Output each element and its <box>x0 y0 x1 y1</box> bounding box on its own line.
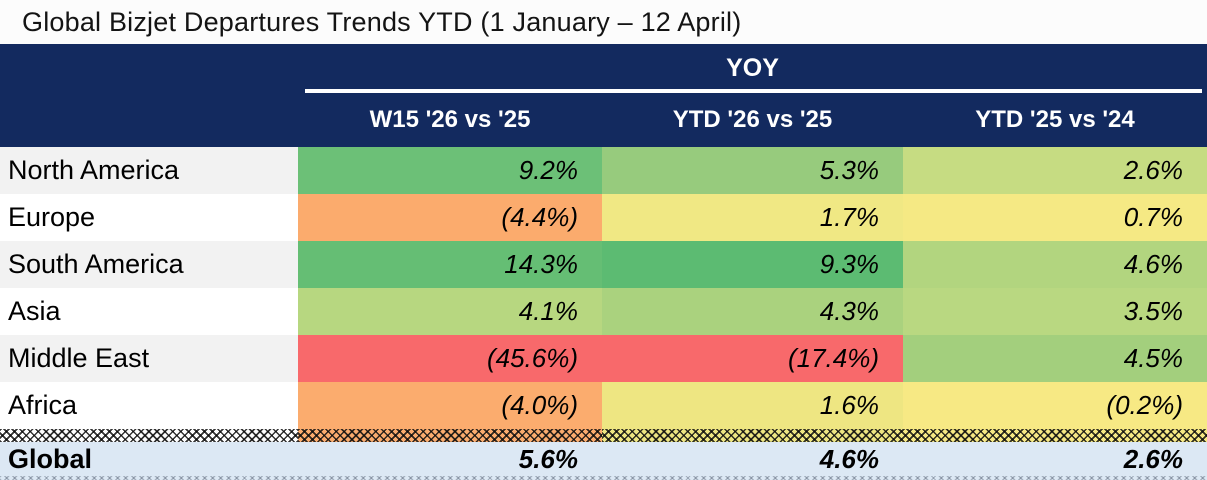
value-cell-w15: (45.6%) <box>298 335 602 382</box>
total-value-w15: 5.6% <box>518 443 578 474</box>
total-value-ytd25: 2.6% <box>1123 443 1183 474</box>
group-header-yoy: YOY <box>726 53 779 82</box>
value-cell-ytd25: 4.5% <box>903 335 1207 382</box>
title-bar: Global Bizjet Departures Trends YTD (1 J… <box>0 0 1207 44</box>
table-row-south-america: South America 14.3% 9.3% 4.6% <box>0 241 1207 288</box>
value-cell-ytd25: 0.7% <box>903 194 1207 241</box>
column-header-spacer <box>0 93 298 147</box>
value-cell-w15: 14.3% <box>298 241 602 288</box>
value-cell-ytd26: (17.4%) <box>602 335 903 382</box>
table-row-middle-east: Middle East (45.6%) (17.4%) 4.5% <box>0 335 1207 382</box>
value-cell-ytd26: 5.3% <box>602 147 903 194</box>
value-cell-w15: 9.2% <box>298 147 602 194</box>
value-cell-ytd25: 4.6% <box>903 241 1207 288</box>
column-header-w15-26-vs-25: W15 '26 vs '25 <box>369 106 531 133</box>
value-cell-w15: 4.1% <box>298 288 602 335</box>
value-cell-ytd25: 3.5% <box>903 288 1207 335</box>
value-cell-ytd26: 1.6% <box>602 382 903 429</box>
hatched-border-segment <box>0 429 298 442</box>
region-label: Europe <box>0 194 298 241</box>
value-cell-ytd25: 2.6% <box>903 147 1207 194</box>
value-cell-ytd26: 1.7% <box>602 194 903 241</box>
hatched-bottom-border <box>0 476 1207 480</box>
column-header-row: W15 '26 vs '25 YTD '26 vs '25 YTD '25 vs… <box>0 93 1207 147</box>
value-cell-ytd26: 4.3% <box>602 288 903 335</box>
value-cell-ytd26: 9.3% <box>602 241 903 288</box>
page-title: Global Bizjet Departures Trends YTD (1 J… <box>22 6 742 37</box>
table-header: YOY W15 '26 vs '25 YTD '26 vs '25 YTD '2… <box>0 44 1207 147</box>
region-label: South America <box>0 241 298 288</box>
region-label: North America <box>0 147 298 194</box>
yoy-underline <box>305 89 1202 93</box>
region-label: Asia <box>0 288 298 335</box>
table-row-asia: Asia 4.1% 4.3% 3.5% <box>0 288 1207 335</box>
table-row-africa: Africa (4.0%) 1.6% (0.2%) <box>0 382 1207 429</box>
value-cell-w15: (4.0%) <box>298 382 602 429</box>
value-cell-w15: (4.4%) <box>298 194 602 241</box>
region-label: Africa <box>0 382 298 429</box>
column-header-ytd-25-vs-24: YTD '25 vs '24 <box>975 106 1135 133</box>
hatched-border-segment <box>903 429 1207 442</box>
total-value-ytd26: 4.6% <box>819 443 879 474</box>
table-row-europe: Europe (4.4%) 1.7% 0.7% <box>0 194 1207 241</box>
region-label-global: Global <box>8 443 93 474</box>
value-cell-ytd25: (0.2%) <box>903 382 1207 429</box>
table-row-global-total: Global 5.6% 4.6% 2.6% <box>0 442 1207 476</box>
region-label: Middle East <box>0 335 298 382</box>
table-row-north-america: North America 9.2% 5.3% 2.6% <box>0 147 1207 194</box>
hatched-border-segment <box>298 429 602 442</box>
hatched-border-segment <box>602 429 903 442</box>
hatched-border <box>0 429 1207 442</box>
column-header-ytd-26-vs-25: YTD '26 vs '25 <box>672 106 833 133</box>
